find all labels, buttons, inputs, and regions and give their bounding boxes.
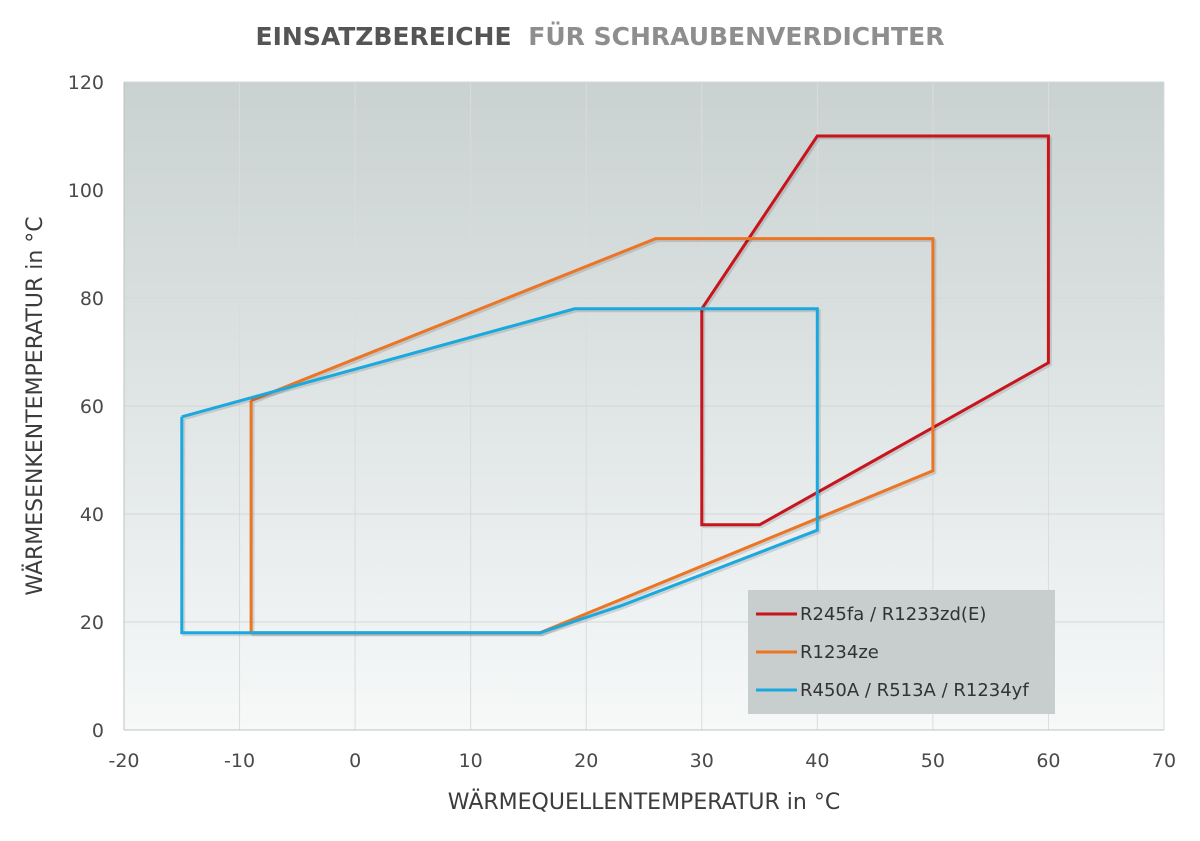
x-tick-labels: -20 -10 0 10 20 30 40 50 60 70	[108, 750, 1176, 772]
x-tick-label: 50	[921, 750, 945, 772]
legend-box	[748, 590, 1055, 714]
y-axis-label: WÄRMESENKENTEMPERATUR in °C	[22, 216, 48, 595]
x-tick-label: 20	[574, 750, 598, 772]
y-tick-label: 80	[80, 288, 104, 310]
series-shadow-1	[702, 136, 1052, 529]
x-tick-label: -10	[224, 750, 255, 772]
series-shadow-2	[251, 239, 937, 637]
series-shadow-3	[182, 309, 821, 637]
x-tick-label: 40	[805, 750, 829, 772]
series-layer	[180, 134, 1052, 637]
x-axis-label: WÄRMEQUELLENTEMPERATUR in °C	[448, 789, 840, 815]
chart-title-part1: EINSATZBEREICHE	[256, 22, 512, 51]
y-tick-label: 0	[92, 720, 104, 742]
y-tick-label: 40	[80, 504, 104, 526]
legend: R245fa / R1233zd(E) R1234ze R450A / R513A …	[748, 590, 1055, 714]
series-line-3	[180, 307, 819, 635]
legend-label-1: R245fa / R1233zd(E)	[800, 604, 986, 625]
y-tick-label: 120	[68, 72, 104, 94]
y-tick-label: 60	[80, 396, 104, 418]
axis-lines	[123, 82, 1164, 731]
x-tick-label: 70	[1152, 750, 1176, 772]
y-tick-labels: 0 20 40 60 80 100 120	[68, 72, 104, 742]
chart-title: EINSATZBEREICHE FÜR SCHRAUBENVERDICHTER	[256, 21, 945, 51]
x-tick-label: 0	[349, 750, 361, 772]
x-tick-label: 10	[459, 750, 483, 772]
chart-title-part2: FÜR SCHRAUBENVERDICHTER	[528, 21, 944, 51]
legend-label-3: R450A / R513A / R1234yf	[800, 680, 1029, 701]
x-tick-label: 30	[690, 750, 714, 772]
x-tick-label: -20	[108, 750, 139, 772]
y-tick-label: 100	[68, 180, 104, 202]
x-tick-label: 60	[1036, 750, 1060, 772]
y-tick-label: 20	[80, 612, 104, 634]
legend-label-2: R1234ze	[800, 642, 879, 663]
series-line-1	[700, 134, 1050, 527]
